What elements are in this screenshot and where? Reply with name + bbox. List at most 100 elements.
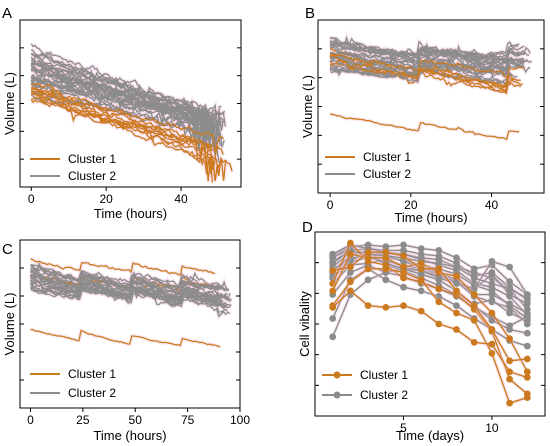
cluster2-point-d-11-4 xyxy=(400,283,407,291)
cluster2-point-d-0-10 xyxy=(506,278,513,286)
cluster2-point-d-12-11 xyxy=(523,329,531,337)
y-axis-label-b: Volume (L) xyxy=(300,75,315,138)
cluster2-point-d-5-11 xyxy=(523,300,531,308)
legend-d: Cluster 1 Cluster 2 xyxy=(322,368,408,402)
cluster2-line-b-27 xyxy=(329,37,512,72)
legend-label-cluster2-c: Cluster 2 xyxy=(68,386,116,400)
legend-label-cluster1-a: Cluster 1 xyxy=(68,152,116,166)
x-tick-label-c-2: 50 xyxy=(129,413,143,427)
legend-label-cluster1-d: Cluster 1 xyxy=(360,368,408,382)
cluster1-point-d-18-0 xyxy=(329,304,337,311)
cluster2-point-d-0-6 xyxy=(435,247,443,254)
cluster1-line-d-16 xyxy=(332,251,528,362)
cluster1-point-d-18-11 xyxy=(523,374,531,381)
panel-b: B 0 20 40 Time (hours) Volume (L) Cluster … xyxy=(300,5,545,225)
cluster2-line-b-25 xyxy=(330,41,519,67)
cluster1-point-d-15-9 xyxy=(488,309,496,317)
cluster1-point-d-15-5 xyxy=(417,259,425,267)
x-ticks-a: 0 20 40 xyxy=(20,47,241,206)
legend-label-cluster2-d: Cluster 2 xyxy=(360,388,408,402)
x-tick-label-c-0: 0 xyxy=(27,413,34,427)
cluster2-point-d-12-9 xyxy=(488,316,496,324)
cluster1-point-d-17-5 xyxy=(417,276,425,284)
cluster2-point-d-13-7 xyxy=(453,263,460,271)
cluster1-point-d-17-4 xyxy=(400,269,407,276)
panel-a: A 0 20 40 Time (hours) Volume (L) Cluster … xyxy=(2,5,242,221)
cluster2-point-d-13-8 xyxy=(470,274,478,282)
cluster2-line-a-32 xyxy=(30,61,222,132)
cluster2-point-d-0-7 xyxy=(453,254,460,262)
legend-marker-cluster2-d xyxy=(333,391,341,399)
cluster2-point-d-2-8 xyxy=(470,269,478,276)
cluster2-point-d-10-10 xyxy=(506,263,513,271)
cluster1-line-b-28 xyxy=(329,59,521,88)
x-axis-label-a: Time (hours) xyxy=(94,206,167,221)
cluster1-point-d-16-0 xyxy=(329,267,337,274)
cluster2-point-d-11-11 xyxy=(523,342,531,350)
cluster1-point-d-14-6 xyxy=(435,285,443,293)
x-ticks-d: 5 10 xyxy=(315,262,545,435)
cluster1-line-d-18 xyxy=(332,289,528,379)
x-tick-label-c-4: 100 xyxy=(230,413,250,427)
cluster1-point-d-14-1 xyxy=(347,239,354,247)
cluster2-point-d-13-11 xyxy=(523,294,531,302)
panel-d: D 5 10 Time (days) Cell vibality Cluster … xyxy=(297,219,546,443)
cluster1-point-d-15-10 xyxy=(506,335,513,343)
legend-label-cluster1-c: Cluster 1 xyxy=(68,367,116,381)
x-tick-label-a-0: 0 xyxy=(28,192,35,206)
cluster1-line-a-36 xyxy=(31,96,213,164)
cluster2-point-d-0-4 xyxy=(400,241,407,249)
x-axis-label-d: Time (days) xyxy=(396,428,464,443)
cluster2-point-d-8-10 xyxy=(506,309,513,317)
cluster2-point-d-13-10 xyxy=(506,285,513,293)
series-lines-b xyxy=(328,29,533,143)
cluster1-point-d-16-10 xyxy=(506,357,513,365)
cluster1-point-d-16-11 xyxy=(523,355,531,363)
cluster1-point-d-18-10 xyxy=(506,368,513,376)
panel-letter-d: D xyxy=(302,219,313,236)
cluster1-point-d-15-4 xyxy=(400,263,407,271)
cluster2-point-d-12-6 xyxy=(435,276,443,284)
x-axis-label-b: Time (hours) xyxy=(394,210,467,225)
cluster2-line-a-33 xyxy=(30,67,210,115)
legend-a: Cluster 1 Cluster 2 xyxy=(30,152,116,183)
cluster2-line-c-25 xyxy=(30,270,229,292)
cluster1-point-d-18-1 xyxy=(347,287,354,295)
cluster1-point-d-16-2 xyxy=(364,248,372,256)
cluster2-line-a-30 xyxy=(30,59,212,149)
cluster2-point-d-10-0 xyxy=(329,333,337,341)
cluster2-line-c-24 xyxy=(30,273,231,303)
cluster1-point-d-15-7 xyxy=(453,272,460,280)
cluster1-line-b-30 xyxy=(329,53,515,89)
cluster1-point-d-18-5 xyxy=(417,307,425,315)
cluster1-point-d-18-6 xyxy=(435,320,443,328)
legend-marker-cluster1-d xyxy=(333,371,341,379)
cluster1-point-d-18-8 xyxy=(470,339,478,346)
x-tick-label-c-3: 75 xyxy=(181,413,195,427)
cluster1-point-d-17-11 xyxy=(523,394,531,401)
legend-label-cluster1-b: Cluster 1 xyxy=(363,150,411,164)
cluster1-point-d-16-3 xyxy=(382,248,390,256)
cluster2-line-a-34 xyxy=(30,43,206,134)
cluster2-point-d-9-1 xyxy=(347,269,354,276)
cluster2-point-d-10-9 xyxy=(488,258,496,265)
cluster2-point-d-10-7 xyxy=(453,280,460,287)
cluster2-point-d-0-5 xyxy=(417,245,425,253)
cluster1-point-d-16-1 xyxy=(347,263,354,271)
panel-letter-c: C xyxy=(2,241,13,258)
cluster1-point-d-14-0 xyxy=(329,280,337,287)
cluster2-point-d-10-2 xyxy=(364,276,372,284)
cluster1-point-d-17-3 xyxy=(382,265,390,273)
series-halo-b-7 xyxy=(329,112,520,143)
cluster1-line-d-17 xyxy=(332,268,528,404)
cluster2-point-d-12-5 xyxy=(417,270,425,278)
cluster2-point-d-11-3 xyxy=(382,276,390,284)
legend-c: Cluster 1 Cluster 2 xyxy=(30,367,116,400)
cluster2-point-d-11-7 xyxy=(453,302,460,309)
cluster1-point-d-15-0 xyxy=(329,287,337,295)
panel-letter-a: A xyxy=(2,5,12,22)
cluster1-point-d-18-3 xyxy=(382,304,390,311)
cluster1-point-d-17-2 xyxy=(364,265,372,273)
cluster1-point-d-18-7 xyxy=(453,326,460,333)
cluster1-point-d-15-11 xyxy=(523,368,531,376)
